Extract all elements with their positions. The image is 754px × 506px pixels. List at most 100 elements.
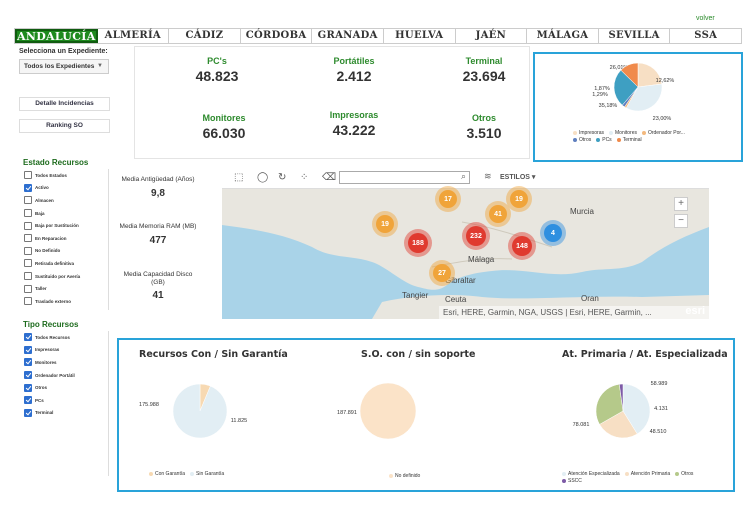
map-cluster[interactable]: 27 [433, 264, 451, 282]
checkbox[interactable] [24, 221, 32, 230]
map-cluster[interactable]: 17 [439, 190, 457, 208]
pie-slice[interactable] [613, 69, 639, 106]
checkbox[interactable] [24, 272, 32, 281]
legend-item[interactable]: Atención Primaria [624, 470, 670, 477]
checkbox-item[interactable]: Monitores [22, 356, 108, 369]
detalle-incidencias-button[interactable]: Detalle Incidencias [19, 97, 110, 111]
expediente-select[interactable]: Todos los Expedientes ▼ [19, 59, 109, 74]
lasso-icon[interactable]: ↻ [278, 172, 287, 183]
checkbox[interactable] [24, 408, 32, 417]
legend-item[interactable]: Con Garantía [149, 470, 185, 477]
checkbox[interactable] [24, 246, 32, 255]
checkbox-item[interactable]: Baja [22, 207, 108, 220]
map-search-input[interactable]: ⌕ [339, 171, 470, 184]
map-cluster[interactable]: 148 [512, 236, 532, 256]
tab-jaen[interactable]: JAÉN [456, 29, 528, 43]
volver-link[interactable]: volver [696, 15, 715, 22]
checkbox-item[interactable]: Baja por Sustitución [22, 219, 108, 232]
checkbox[interactable] [24, 358, 32, 367]
checkbox[interactable] [24, 396, 32, 405]
marker-icon[interactable]: ⁘ [300, 172, 309, 183]
stat-value: 477 [149, 234, 167, 246]
legend-item[interactable]: Otros [675, 470, 693, 477]
map-cluster[interactable]: 19 [376, 215, 394, 233]
checkbox-item[interactable]: Impresoras [22, 344, 108, 357]
map-cluster[interactable]: 188 [408, 233, 428, 253]
legend-item[interactable]: Otros [573, 136, 591, 143]
checkbox-item[interactable]: Activo [22, 182, 108, 195]
checkbox[interactable] [24, 284, 32, 293]
checkbox-item[interactable]: No Definido [22, 245, 108, 258]
estilos-dropdown[interactable]: ESTILOS ▾ [500, 174, 536, 181]
legend-item[interactable]: Sin Garantía [190, 470, 224, 477]
checkbox-item[interactable]: Sustituido por Avería [22, 270, 108, 283]
kpi-label: PC's [207, 56, 227, 66]
zoom-in-button[interactable]: + [674, 197, 688, 211]
tab-andalucia[interactable]: ANDALUCÍA [15, 29, 98, 43]
legend-item[interactable]: Monitores [609, 129, 637, 136]
pie-slice[interactable] [599, 410, 638, 439]
legend-item[interactable]: No definido [389, 472, 420, 479]
map-cluster[interactable]: 4 [544, 224, 562, 242]
pie-value-label: 58.989 [651, 381, 668, 387]
checkbox[interactable] [24, 183, 32, 192]
tab-malaga[interactable]: MÁLAGA [527, 29, 599, 43]
legend-label: Monitores [615, 129, 637, 136]
checkbox[interactable] [24, 209, 32, 218]
legend-label: Otros [579, 136, 592, 143]
tab-granada[interactable]: GRANADA [312, 29, 384, 43]
map-view[interactable]: ⬚ ◯ ↻ ⁘ ⌫ ⌕ ≋ ESTILOS ▾ + − Murcia Málag… [222, 167, 709, 319]
tab-cadiz[interactable]: CÁDIZ [169, 29, 241, 43]
legend-item[interactable]: Terminal [616, 136, 642, 143]
pie-slice[interactable] [595, 383, 624, 425]
legend-item[interactable]: PCs [596, 136, 612, 143]
legend-item[interactable]: SSCC [562, 477, 582, 484]
checkbox-label: Terminal [35, 410, 54, 416]
checkbox-item[interactable]: Todos Estados [22, 169, 108, 182]
pie-slice[interactable] [359, 382, 417, 440]
checkbox[interactable] [24, 196, 32, 205]
legend-item[interactable]: Ordenador Por... [641, 129, 685, 136]
checkbox[interactable] [24, 383, 32, 392]
checkbox-item[interactable]: Retirada definitiva [22, 257, 108, 270]
tab-sevilla[interactable]: SEVILLA [599, 29, 671, 43]
checkbox[interactable] [24, 345, 32, 354]
checkbox-item[interactable]: Traslado externo [22, 295, 108, 308]
search-icon[interactable]: ⌕ [460, 171, 466, 181]
legend-item[interactable]: Impresoras [573, 129, 604, 136]
checkbox-item[interactable]: PCs [22, 394, 108, 407]
pie-slice[interactable] [625, 83, 663, 112]
pie-slice[interactable] [619, 383, 624, 412]
checkbox[interactable] [24, 171, 32, 180]
select-circle-icon[interactable]: ◯ [257, 172, 269, 183]
clear-selection-icon[interactable]: ⌫ [322, 172, 337, 183]
checkbox-item[interactable]: Ordenador Portátil [22, 369, 108, 382]
select-rectangle-icon[interactable]: ⬚ [234, 172, 244, 183]
checkbox-item[interactable]: Almacen [22, 194, 108, 207]
ranking-so-button[interactable]: Ranking SO [19, 119, 110, 133]
checkbox-item[interactable]: Otros [22, 381, 108, 394]
map-cluster[interactable]: 41 [489, 205, 507, 223]
legend-item[interactable]: Atención Especializada [562, 470, 620, 477]
checkbox-item[interactable]: Terminal [22, 407, 108, 420]
kpi-label: Terminal [465, 56, 503, 66]
checkbox[interactable] [24, 259, 32, 268]
map-cluster[interactable]: 232 [466, 226, 486, 246]
checkbox-item[interactable]: En Reparacion [22, 232, 108, 245]
checkbox[interactable] [24, 234, 32, 243]
tab-ssa[interactable]: SSA [694, 30, 718, 41]
tab-almeria[interactable]: ALMERÍA [98, 29, 170, 43]
tab-cordoba[interactable]: CÓRDOBA [241, 29, 313, 43]
checkbox-item[interactable]: Taller [22, 282, 108, 295]
map-cluster[interactable]: 19 [510, 190, 528, 208]
layers-icon[interactable]: ≋ [484, 171, 492, 181]
tab-huelva[interactable]: HUELVA [384, 29, 456, 43]
pie-slice[interactable] [620, 62, 639, 88]
checkbox-item[interactable]: Todos Recursos [22, 331, 108, 344]
checkbox[interactable] [24, 371, 32, 380]
pie-slice[interactable] [637, 62, 663, 88]
pie-slice[interactable] [172, 383, 228, 439]
zoom-out-button[interactable]: − [674, 214, 688, 228]
checkbox[interactable] [24, 333, 32, 342]
checkbox[interactable] [24, 297, 32, 306]
